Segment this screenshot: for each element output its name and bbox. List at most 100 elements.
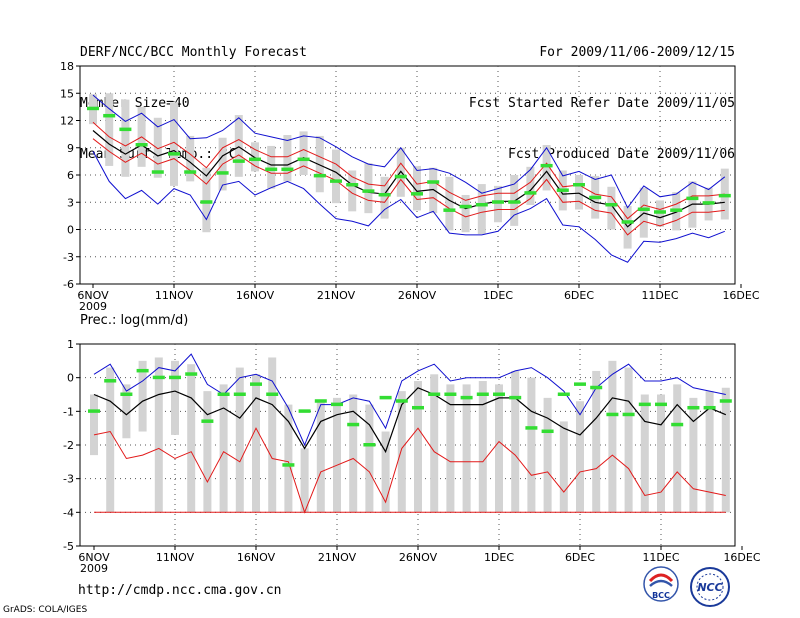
member-marker	[493, 392, 505, 396]
member-marker	[606, 412, 619, 417]
spread-box	[576, 401, 584, 513]
spread-box	[445, 176, 454, 231]
spread-box	[413, 165, 421, 211]
spread-box	[300, 448, 309, 513]
member-marker	[686, 196, 699, 201]
spread-box	[284, 404, 293, 513]
member-marker	[556, 188, 569, 192]
spread-box	[316, 401, 325, 513]
member-marker	[428, 392, 441, 396]
member-marker	[331, 402, 343, 407]
member-marker	[168, 152, 180, 156]
x-tick-label: 21NOV	[317, 289, 356, 302]
member-marker	[541, 429, 554, 434]
spread-box	[462, 384, 471, 513]
member-marker	[508, 200, 521, 204]
member-marker	[718, 193, 731, 198]
member-marker	[671, 422, 684, 427]
y-tick-label: 9	[67, 142, 74, 155]
y-tick-label: 15	[60, 87, 74, 100]
member-marker	[460, 395, 473, 400]
spread-box	[495, 384, 503, 513]
member-marker	[540, 163, 553, 168]
member-marker	[557, 392, 570, 396]
y-tick-label: 0	[67, 224, 74, 237]
spread-box	[527, 377, 536, 513]
member-marker	[200, 200, 213, 204]
spread-box	[446, 384, 455, 513]
spread-box	[543, 397, 552, 513]
spread-box	[673, 384, 682, 513]
spread-box	[381, 431, 390, 513]
fcst-start-date: Fcst Started Refer Date 2009/11/05	[468, 96, 735, 111]
spread-box	[592, 370, 601, 513]
spread-box	[202, 167, 211, 233]
member-marker	[379, 395, 392, 400]
member-marker	[314, 399, 327, 403]
member-marker	[378, 192, 391, 197]
member-marker	[476, 392, 489, 396]
spread-box	[187, 364, 196, 513]
member-marker	[136, 368, 149, 373]
member-marker	[475, 202, 488, 207]
member-marker	[185, 372, 198, 376]
x-tick-label: 6DEC	[564, 289, 594, 302]
y-tick-label: 12	[60, 115, 74, 128]
x-tick-label: 11NOV	[156, 551, 195, 564]
fcst-produced-date: Fcst Produced Date 2009/11/06	[508, 147, 735, 162]
member-marker	[103, 113, 116, 118]
x-year-label: 2009	[79, 300, 107, 313]
member-marker	[443, 208, 456, 212]
x-tick-label: 6DEC	[565, 551, 595, 564]
member-marker	[347, 422, 360, 427]
spread-box	[430, 374, 439, 513]
series-spread-line	[93, 427, 726, 514]
spread-box	[349, 394, 358, 513]
member-marker	[87, 106, 99, 111]
bcc-logo-text: BCC	[652, 591, 670, 600]
member-marker	[670, 208, 683, 212]
member-marker	[169, 375, 181, 380]
spread-box	[364, 163, 373, 214]
member-marker	[621, 220, 634, 224]
spread-box	[494, 185, 502, 223]
series-max-line	[92, 94, 726, 209]
spread-box	[268, 357, 277, 513]
member-marker	[281, 167, 294, 172]
spread-box	[186, 135, 195, 182]
member-marker	[313, 173, 326, 178]
member-marker	[346, 182, 359, 187]
series-mean-line	[93, 387, 727, 454]
member-marker	[249, 157, 261, 162]
member-marker	[233, 392, 246, 396]
member-marker	[152, 375, 165, 380]
spread-box	[461, 194, 470, 233]
spread-box	[365, 404, 374, 513]
x-tick-label: 26NOV	[399, 551, 438, 564]
x-tick-label: 6NOV	[77, 289, 109, 302]
member-marker	[120, 392, 133, 396]
member-marker	[590, 385, 603, 390]
member-marker	[589, 195, 602, 200]
spread-box	[640, 394, 649, 513]
spread-box	[608, 360, 617, 513]
series-upper-line	[92, 121, 725, 220]
spread-box	[121, 99, 130, 177]
member-marker	[687, 405, 700, 410]
member-marker	[330, 179, 342, 183]
member-marker	[719, 399, 732, 403]
x-tick-label: 1DEC	[484, 551, 514, 564]
spread-box	[477, 184, 486, 235]
spread-box	[252, 374, 260, 513]
member-marker	[702, 201, 715, 205]
ncc-logo-text: NCC	[697, 581, 722, 594]
spread-box	[106, 367, 115, 513]
spread-box	[689, 397, 698, 513]
spread-box	[122, 384, 131, 439]
y-tick-label: -5	[63, 540, 74, 553]
member-marker	[151, 170, 164, 174]
member-marker	[411, 192, 423, 196]
x-tick-label: 16NOV	[236, 289, 275, 302]
member-marker	[573, 182, 585, 187]
member-marker	[459, 204, 472, 209]
